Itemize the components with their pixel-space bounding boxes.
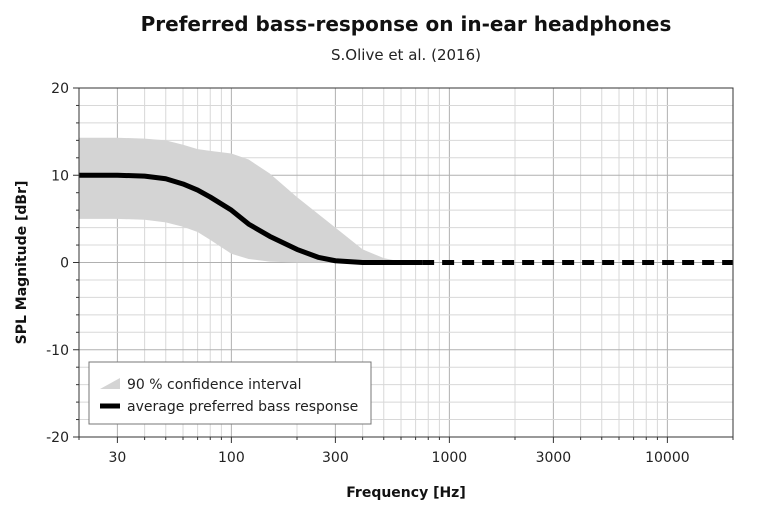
legend xyxy=(88,361,372,425)
legend-label-band: 90 % confidence interval xyxy=(127,377,301,393)
y-tick-label: 20 xyxy=(51,81,69,97)
confidence-band xyxy=(79,137,733,263)
legend-label-line: average preferred bass response xyxy=(127,399,358,415)
chart-subtitle: S.Olive et al. (2016) xyxy=(331,46,481,64)
x-tick-label: 10000 xyxy=(645,450,690,466)
x-axis-label: Frequency [Hz] xyxy=(346,485,465,501)
x-tick-label: 300 xyxy=(322,450,349,466)
y-tick-label: -20 xyxy=(46,430,69,446)
x-tick-label: 3000 xyxy=(536,450,572,466)
x-tick-label: 30 xyxy=(108,450,126,466)
x-tick-label: 1000 xyxy=(432,450,468,466)
average-response-line xyxy=(79,172,423,265)
y-tick-label: 10 xyxy=(51,168,69,184)
legend-band-swatch xyxy=(100,378,120,389)
y-tick-label: -10 xyxy=(46,343,69,359)
plot-frame xyxy=(78,87,734,438)
chart-title: Preferred bass-response on in-ear headph… xyxy=(140,12,672,36)
y-axis-label: SPL Magnitude [dBr] xyxy=(14,181,30,345)
y-tick-label: 0 xyxy=(60,256,69,272)
x-tick-label: 100 xyxy=(218,450,245,466)
